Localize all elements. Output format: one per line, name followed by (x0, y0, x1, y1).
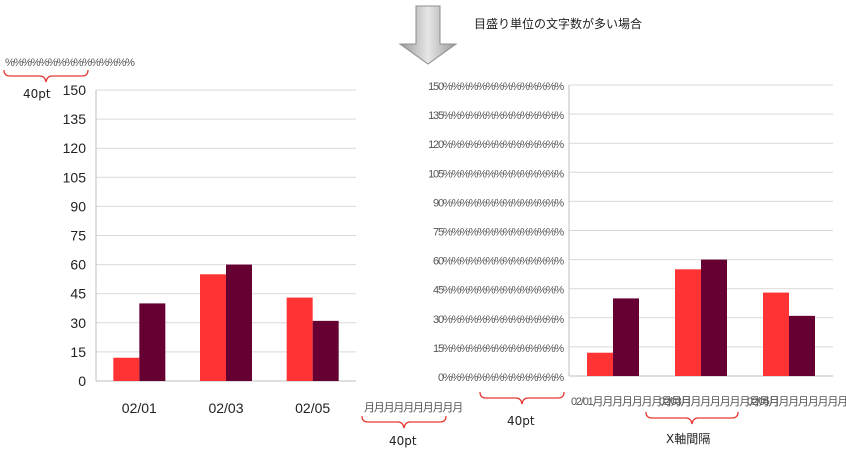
x-tick-label: 02/01月月月月月月月月月月 (571, 396, 691, 408)
left-width-label: 40pt (23, 87, 51, 101)
y-tick-label: 0 (78, 373, 86, 389)
x-tick-label: 02/03 (208, 400, 243, 416)
bar-series1-0 (587, 352, 613, 376)
bar-series1-1 (200, 274, 226, 381)
chart-left: 0 15 30 45 60 75 90 105 120 135 150 02/01 02/03 02/05 (63, 82, 356, 416)
y-tick-label: 90%%%%%%%%%%%%%% (433, 197, 564, 209)
y-tick-label: 135 (63, 111, 87, 127)
month-width-label: 40pt (389, 434, 417, 448)
bar-series2-1 (226, 264, 252, 381)
y-tick-label: 105%%%%%%%%%%%%%% (428, 168, 564, 180)
y-tick-label: 135%%%%%%%%%%%%%% (428, 110, 564, 122)
x-tick-label: 02/01 (122, 400, 157, 416)
x-tick-label: 02/05月月月月月月月月月月 (747, 396, 846, 408)
x-interval-brace (645, 411, 739, 425)
y-tick-label: 120 (63, 140, 87, 156)
y-tick-label: 15 (70, 344, 86, 360)
y-tick-label: 105 (63, 169, 87, 185)
y-tick-label: 60%%%%%%%%%%%%%% (433, 256, 564, 268)
y-tick-label: 150%%%%%%%%%%%%%% (428, 81, 564, 93)
y-tick-label: 15%%%%%%%%%%%%%% (433, 343, 564, 355)
month-width-brace (361, 415, 447, 429)
x-tick-label: 02/05 (295, 400, 330, 416)
bar-series2-0 (613, 298, 639, 376)
bar-series1-0 (113, 357, 140, 381)
bar-series2-1 (701, 259, 727, 376)
chart-right: 0%%%%%%%%%%%%%% 15%%%%%%%%%%%%%% 30%%%%%%%… (428, 81, 846, 408)
y-tick-label: 30%%%%%%%%%%%%%% (433, 314, 564, 326)
y-tick-label: 30 (70, 315, 86, 331)
bar-series1-2 (763, 292, 789, 376)
bar-series2-0 (139, 303, 166, 381)
right-width-label: 40pt (507, 414, 535, 428)
left-width-brace (3, 69, 89, 83)
sample-percent-label: %%%%%%%%%%%%%%% (5, 57, 135, 69)
sample-month-label: 月月月月月月月月月月 (364, 402, 462, 414)
down-arrow-icon (398, 5, 458, 65)
bar-series1-2 (286, 297, 313, 381)
x-interval-label: X軸間隔 (666, 432, 710, 446)
bar-series2-2 (789, 315, 815, 376)
y-tick-label: 45 (70, 286, 86, 302)
x-tick-label: 02/03月月月月月月月月月月 (659, 396, 779, 408)
y-tick-label: 75 (70, 228, 86, 244)
y-tick-label: 0%%%%%%%%%%%%%% (438, 372, 564, 384)
bar-series2-2 (312, 320, 339, 381)
y-tick-label: 60 (70, 257, 86, 273)
y-tick-label: 150 (63, 82, 87, 98)
y-tick-label: 45%%%%%%%%%%%%%% (433, 285, 564, 297)
y-tick-label: 75%%%%%%%%%%%%%% (433, 227, 564, 239)
y-tick-label: 90 (70, 198, 86, 214)
right-width-brace (479, 391, 565, 405)
bar-series1-1 (675, 269, 701, 376)
caption-text: 目盛り単位の文字数が多い場合 (474, 16, 642, 31)
y-tick-label: 120%%%%%%%%%%%%%% (428, 139, 564, 151)
